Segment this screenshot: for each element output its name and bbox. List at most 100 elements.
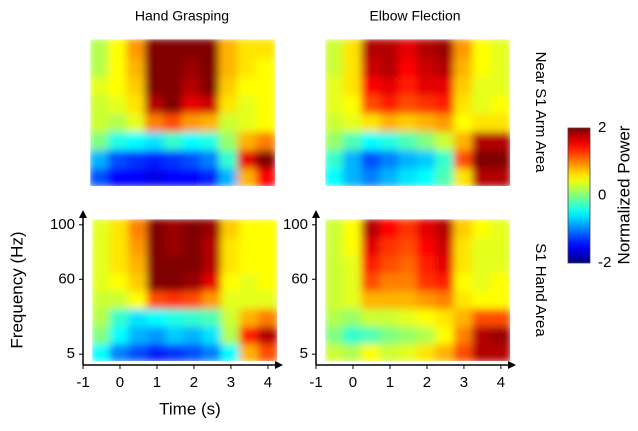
- heatmap-cell: [218, 130, 240, 151]
- heatmap-cell: [398, 306, 419, 327]
- heatmap-cell: [92, 342, 112, 361]
- heatmap-cell: [128, 306, 149, 327]
- heatmap-cell: [237, 166, 258, 186]
- heatmap-cell: [255, 39, 276, 59]
- heatmap-cell: [163, 75, 184, 96]
- heatmap-cell: [435, 56, 456, 78]
- heatmap-cell: [107, 148, 129, 169]
- heatmap-cell: [435, 130, 456, 151]
- heatmap-cell: [90, 130, 110, 151]
- heatmap-cell: [202, 289, 223, 309]
- heatmap-cell: [361, 236, 382, 256]
- heatmap-cell: [490, 93, 511, 114]
- heatmap-cell: [218, 93, 240, 114]
- heatmap-cell: [183, 236, 205, 256]
- heatmap-cell: [163, 148, 184, 169]
- heatmap-cell: [109, 324, 131, 345]
- heatmap-cell: [163, 39, 184, 59]
- heatmap-cell: [181, 75, 203, 96]
- heatmap-cell: [90, 56, 110, 78]
- heatmap-cell: [342, 342, 364, 361]
- heatmap-cell: [342, 111, 364, 133]
- heatmap-cell: [490, 236, 511, 256]
- heatmap-cell: [325, 111, 345, 133]
- heatmap-cell: [379, 93, 401, 114]
- heatmap-cell: [435, 253, 456, 274]
- heatmap-cell: [416, 236, 438, 256]
- heatmap-cell: [257, 324, 278, 345]
- heatmap-cell: [472, 289, 493, 309]
- heatmap-cell: [200, 111, 221, 133]
- heatmap-cell: [361, 75, 382, 96]
- heatmap-cell: [202, 324, 223, 345]
- heatmap-cell: [218, 39, 240, 59]
- heatmap-cell: [218, 111, 240, 133]
- heatmap-cell: [379, 148, 401, 169]
- heatmap-cell: [453, 219, 475, 239]
- x-tick-label: -1: [309, 374, 322, 391]
- heatmap-cell: [416, 111, 438, 133]
- x-tick-label: 1: [153, 374, 161, 391]
- heatmap-cell: [109, 306, 131, 327]
- heatmap-cell: [379, 306, 401, 327]
- heatmap-cell: [144, 148, 166, 169]
- heatmap-cell: [325, 236, 345, 256]
- y-tick-label: 100: [283, 216, 308, 233]
- heatmap-cells: [90, 39, 276, 186]
- heatmap-cell: [257, 342, 278, 361]
- heatmap-cell: [200, 130, 221, 151]
- heatmap-cell: [165, 289, 186, 309]
- heatmap-cell: [342, 324, 364, 345]
- heatmap-cell: [239, 324, 260, 345]
- heatmap-cell: [220, 236, 242, 256]
- heatmap-cell: [342, 56, 364, 78]
- heatmap-cell: [92, 236, 112, 256]
- heatmap-cell: [239, 342, 260, 361]
- heatmap-cell: [361, 253, 382, 274]
- heatmap-cell: [92, 271, 112, 292]
- colorbar-label: Normalized Power: [614, 125, 633, 264]
- heatmap-cell: [109, 342, 131, 361]
- heatmap-cell: [183, 289, 205, 309]
- heatmap-cell: [163, 166, 184, 186]
- x-tick-label: 4: [497, 374, 505, 391]
- heatmap-cell: [361, 324, 382, 345]
- heatmap-cell: [472, 56, 493, 78]
- heatmap-cell: [181, 111, 203, 133]
- heatmap-cell: [257, 271, 278, 292]
- x-tick-label: 0: [349, 374, 357, 391]
- heatmap-cell: [107, 130, 129, 151]
- heatmap-cell: [255, 56, 276, 78]
- heatmap-cell: [107, 75, 129, 96]
- heatmap-cell: [435, 148, 456, 169]
- heatmap-cell: [453, 324, 475, 345]
- x-tick-label: -1: [76, 374, 89, 391]
- heatmap-cell: [146, 289, 168, 309]
- heatmap-cell: [416, 271, 438, 292]
- heatmap-cell: [239, 271, 260, 292]
- heatmap-cell: [453, 306, 475, 327]
- heatmap-cell: [361, 93, 382, 114]
- y-axis-label: Frequency (Hz): [7, 231, 26, 348]
- heatmap-cell: [435, 324, 456, 345]
- heatmap-cell: [490, 342, 511, 361]
- heatmap-cell: [146, 342, 168, 361]
- heatmap-cell: [165, 271, 186, 292]
- heatmap-cell: [325, 253, 345, 274]
- heatmap-cell: [325, 289, 345, 309]
- heatmap-cell: [342, 93, 364, 114]
- heatmap-cell: [239, 219, 260, 239]
- heatmap-cell: [435, 39, 456, 59]
- x-tick-label: 3: [227, 374, 235, 391]
- heatmap-cell: [220, 289, 242, 309]
- heatmap-cell: [472, 148, 493, 169]
- heatmap-cell: [472, 306, 493, 327]
- heatmap-cell: [200, 56, 221, 78]
- heatmap-cell: [126, 39, 147, 59]
- heatmap-cell: [239, 253, 260, 274]
- heatmap-cell: [435, 342, 456, 361]
- heatmap-cell: [92, 219, 112, 239]
- heatmap-cell: [126, 166, 147, 186]
- heatmap-cell: [472, 130, 493, 151]
- heatmap-cell: [416, 342, 438, 361]
